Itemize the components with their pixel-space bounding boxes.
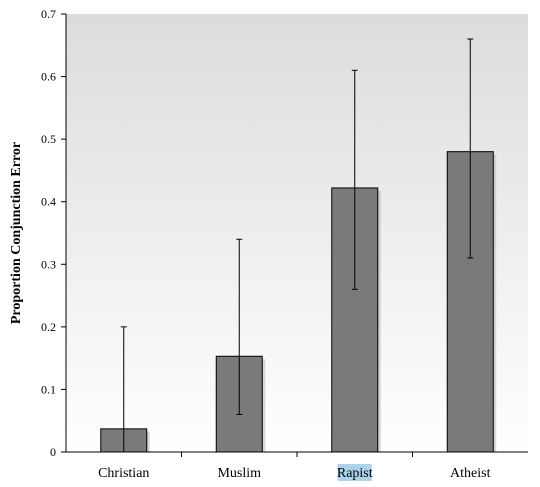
y-tick-label: 0.6 <box>41 70 56 84</box>
y-tick-label: 0.4 <box>41 195 56 209</box>
x-category-label: Rapist <box>337 466 373 481</box>
y-tick-label: 0.1 <box>41 382 56 396</box>
text-selection-highlight <box>337 464 372 481</box>
y-tick-label: 0.5 <box>41 132 56 146</box>
y-axis-title: Proportion Conjunction Error <box>9 142 24 324</box>
x-category-label: Christian <box>98 466 149 481</box>
y-tick-label: 0 <box>50 445 56 459</box>
y-tick-label: 0.7 <box>41 7 56 21</box>
y-tick-label: 0.3 <box>41 257 56 271</box>
y-tick-label: 0.2 <box>41 320 56 334</box>
x-category-label: Atheist <box>450 466 491 481</box>
x-category-label: Muslim <box>217 466 261 481</box>
